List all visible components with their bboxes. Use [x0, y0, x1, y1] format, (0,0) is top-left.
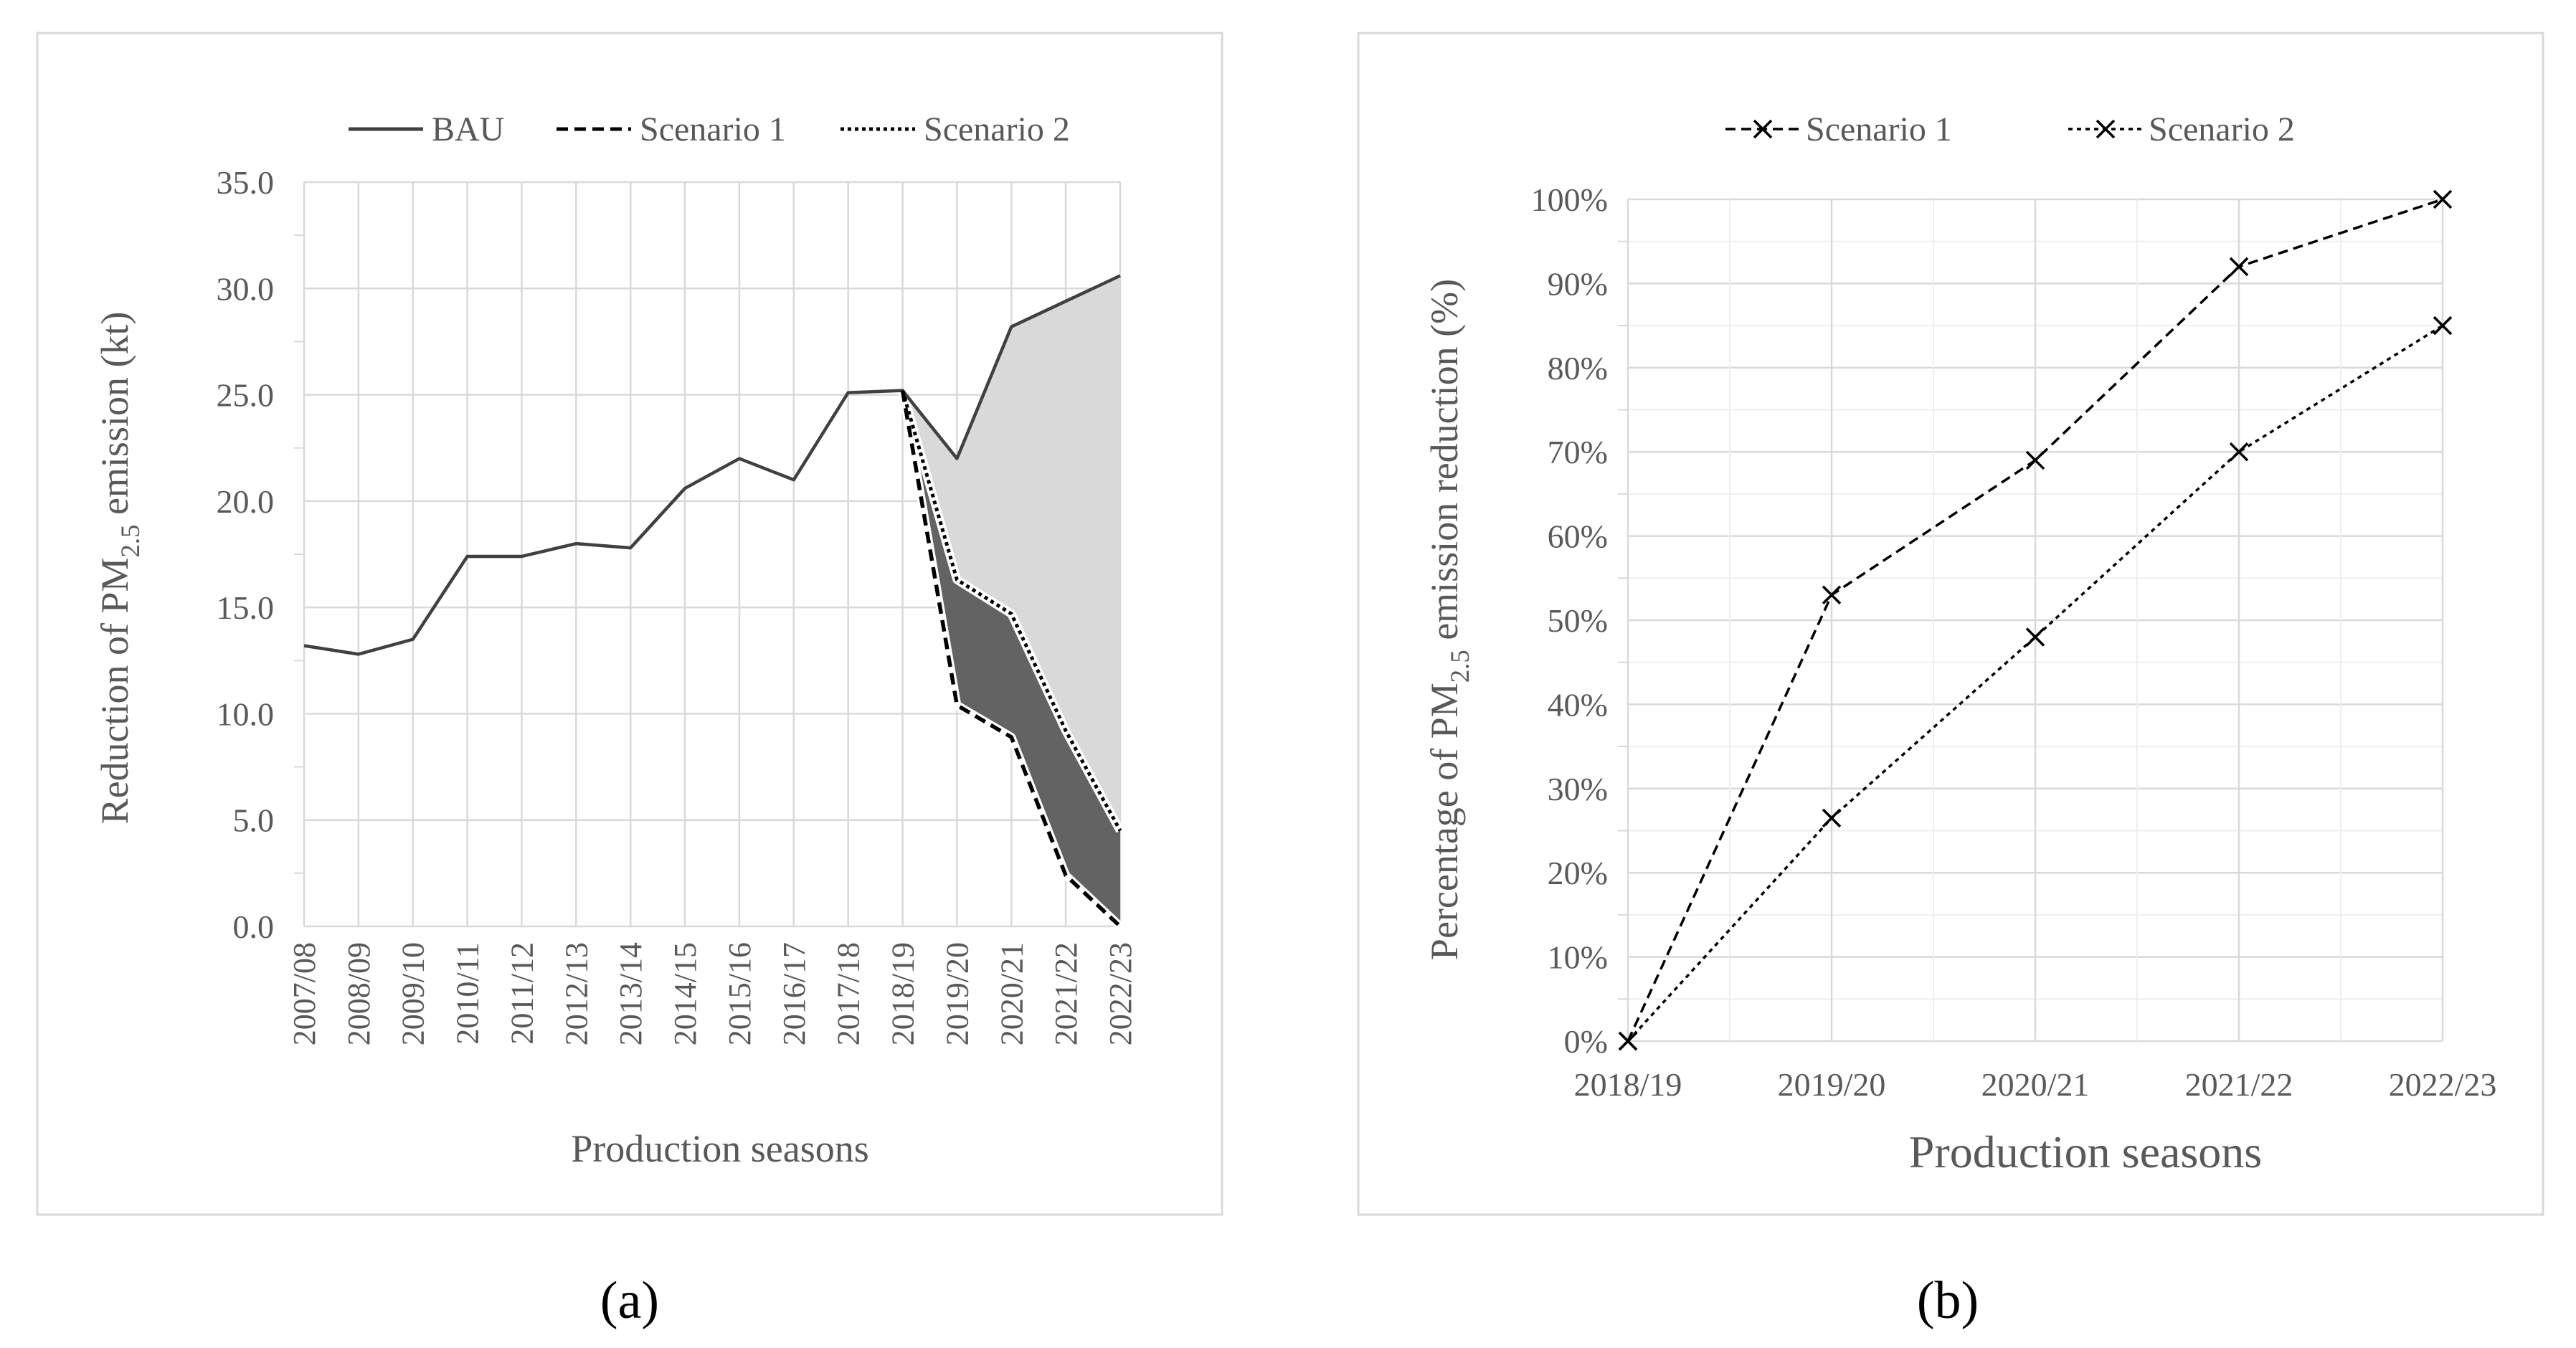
x-tick-label: 2018/19	[886, 942, 921, 1045]
panel-b-label: (b)	[1917, 1271, 1979, 1330]
y-label-text: emission (kt)	[93, 312, 136, 525]
shaded-area-bau-to-scenario-2	[902, 275, 1120, 831]
y-label-subscript: 2.5	[115, 525, 145, 558]
legend-label: Scenario 2	[2149, 110, 2295, 148]
y-tick-label: 50%	[1548, 602, 1608, 639]
panel-a: 0.05.010.015.020.025.030.035.0 2007/08 20…	[36, 32, 1223, 1330]
series-line-scenario-2	[901, 389, 1122, 832]
panel-b: 0% 10% 20% 30% 40% 50% 60% 70% 80% 90% 100% 2018/1…	[1357, 32, 2544, 1330]
marker-scenario-2	[1618, 1031, 1638, 1051]
x-tick-label: 2021/22	[2185, 1066, 2293, 1103]
panel-a-label: (a)	[600, 1271, 659, 1330]
x-tick-label: 2022/23	[2389, 1066, 2497, 1103]
y-tick-label: 25.0	[217, 377, 275, 414]
marker-scenario-2	[2229, 442, 2249, 462]
legend-label: Scenario 1	[1806, 110, 1952, 148]
y-label-text: emission reduction (%)	[1423, 279, 1466, 650]
y-tick-label: 0%	[1564, 1023, 1608, 1060]
panel-a-y-tick-labels: 0.0 5.0 10.0 15.0 20.0 25.0 30.0 35.0	[217, 164, 275, 945]
x-tick-label: 2022/23	[1103, 942, 1138, 1045]
marker-scenario-2	[2025, 627, 2045, 647]
panel-b-markers	[1618, 119, 2453, 1051]
series-line-scenario-2	[1626, 324, 2443, 1043]
legend-label: BAU	[432, 110, 504, 148]
marker-scenario-1	[2433, 189, 2453, 209]
y-tick-label: 5.0	[233, 802, 275, 839]
panel-b-x-tick-labels: 2018/19 2019/20 2020/21 2021/22 2022/23	[1574, 1066, 2497, 1103]
x-tick-label: 2008/09	[341, 942, 377, 1045]
series-line-scenario-1	[900, 390, 1122, 929]
x-tick-label: 2014/15	[668, 942, 703, 1045]
y-tick-label: 30%	[1548, 771, 1608, 807]
panel-a-series-lines	[303, 274, 1124, 930]
x-tick-label: 2012/13	[559, 942, 594, 1045]
x-tick-label: 2009/10	[396, 942, 431, 1045]
panel-a-x-axis-label: Production seasons	[571, 1127, 868, 1170]
x-tick-label: 2007/08	[287, 942, 322, 1045]
x-tick-label: 2010/11	[450, 942, 486, 1045]
shaded-area-scenario-2-to-scenario-1	[902, 390, 1120, 926]
marker-scenario-2	[2433, 315, 2453, 336]
panel-a-x-tick-labels: 2007/08 2008/09 2009/10 2010/11 2011/12 2012/…	[287, 942, 1138, 1045]
panel-a-shaded-areas	[902, 275, 1120, 926]
y-tick-label: 80%	[1548, 350, 1608, 386]
panel-b-gridlines	[1618, 198, 2444, 1043]
y-tick-label: 30.0	[217, 270, 275, 307]
y-tick-label: 20%	[1548, 855, 1608, 891]
marker-scenario-1	[1822, 585, 1842, 605]
panel-b-y-axis-label: Percentage of PM2.5 emission reduction (…	[1423, 279, 1474, 960]
legend-label: Scenario 1	[640, 110, 786, 148]
y-tick-label: 60%	[1548, 518, 1608, 555]
x-tick-label: 2020/21	[994, 942, 1029, 1045]
y-tick-label: 20.0	[217, 483, 275, 520]
y-label-subscript: 2.5	[1445, 650, 1474, 683]
x-tick-label: 2021/22	[1048, 942, 1084, 1045]
panel-a-y-axis-label: Reduction of PM2.5 emission (kt)	[93, 312, 145, 825]
y-tick-label: 40%	[1548, 686, 1608, 723]
x-tick-label: 2016/17	[777, 942, 812, 1045]
marker-scenario-2	[1822, 808, 1842, 828]
panel-a-legend: BAU Scenario 1 Scenario 2	[349, 110, 1070, 148]
x-tick-label: 2018/19	[1574, 1066, 1682, 1103]
y-tick-label: 10%	[1548, 939, 1608, 976]
y-tick-label: 0.0	[233, 908, 275, 945]
panel-b-y-tick-labels: 0% 10% 20% 30% 40% 50% 60% 70% 80% 90% 100%	[1531, 181, 1608, 1060]
x-tick-label: 2019/20	[939, 942, 975, 1045]
y-label-text: Reduction of PM	[93, 557, 136, 824]
y-tick-label: 15.0	[217, 589, 275, 626]
y-tick-label: 70%	[1548, 434, 1608, 470]
y-label-text: Percentage of PM	[1423, 683, 1466, 960]
x-tick-label: 2013/14	[613, 942, 648, 1045]
x-tick-label: 2015/16	[722, 942, 757, 1045]
y-tick-label: 90%	[1548, 265, 1608, 302]
panel-b-frame	[1357, 32, 2544, 1216]
x-tick-label: 2020/21	[1981, 1066, 2090, 1103]
series-line-bau	[303, 274, 1121, 656]
x-tick-label: 2011/12	[504, 942, 539, 1045]
marker-scenario-1	[2229, 257, 2249, 277]
y-tick-label: 10.0	[217, 696, 275, 732]
x-tick-label: 2017/18	[831, 942, 866, 1045]
y-tick-label: 35.0	[217, 164, 275, 201]
panel-b-legend: Scenario 1 Scenario 2	[1725, 110, 2295, 148]
x-tick-label: 2019/20	[1778, 1066, 1886, 1103]
marker-scenario-1	[2025, 450, 2045, 470]
legend-label: Scenario 2	[924, 110, 1070, 148]
panel-b-x-axis-label: Production seasons	[1909, 1126, 2262, 1177]
y-tick-label: 100%	[1531, 181, 1608, 218]
